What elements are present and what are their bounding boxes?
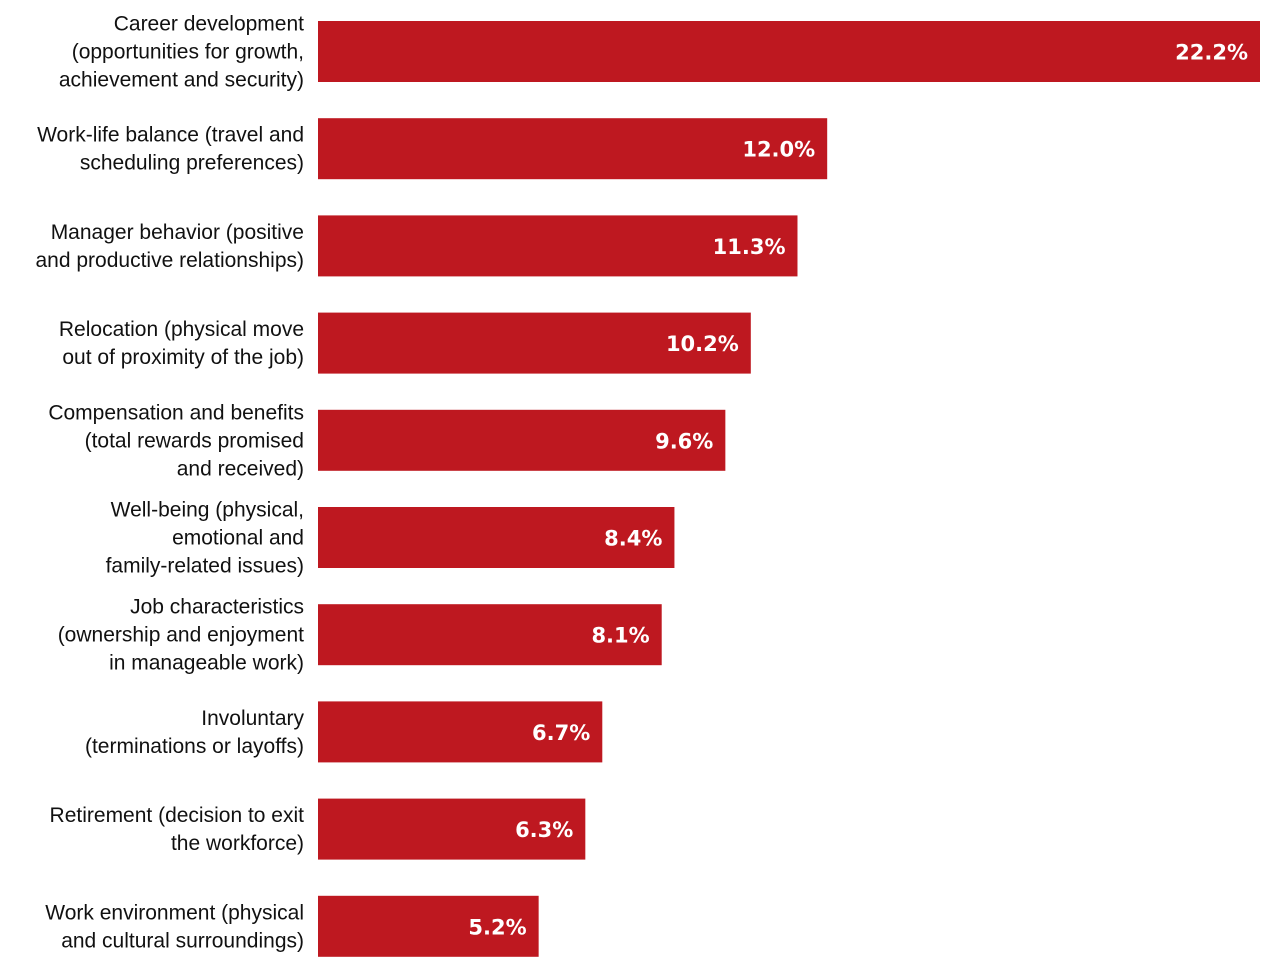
category-label-line: Retirement (decision to exit	[50, 804, 305, 827]
category-label-line: Relocation (physical move	[59, 318, 304, 341]
category-label-line: out of proximity of the job)	[62, 346, 304, 369]
bar	[318, 118, 828, 180]
category-label-line: (ownership and enjoyment	[58, 624, 304, 647]
bar-value-label: 11.3%	[713, 235, 786, 259]
category-label-line: (terminations or layoffs)	[85, 735, 304, 758]
bar	[318, 21, 1260, 82]
bar	[318, 312, 751, 374]
bar-value-label: 6.3%	[515, 818, 573, 842]
bar-value-label: 10.2%	[666, 332, 739, 356]
bar-value-label: 12.0%	[742, 138, 815, 162]
category-label-line: family-related issues)	[106, 555, 304, 578]
category-label-line: Compensation and benefits	[48, 401, 304, 424]
category-label-line: scheduling preferences)	[80, 152, 304, 175]
bar-value-label: 8.1%	[591, 624, 649, 648]
bar	[318, 701, 603, 763]
category-label-line: the workforce)	[171, 832, 304, 855]
category-labels-group: Career development (opportunities for gro…	[36, 13, 305, 953]
category-label: Involuntary (terminations or layoffs)	[85, 707, 305, 758]
category-label: Work environment (physical and cultural s…	[45, 901, 304, 952]
category-label: Well-being (physical, emotional and family…	[106, 499, 304, 578]
category-label-line: Involuntary	[201, 707, 304, 730]
category-label-line: Career development	[114, 13, 304, 36]
category-label-line: emotional and	[172, 527, 304, 550]
bar-value-label: 8.4%	[604, 527, 662, 551]
category-label-line: in manageable work)	[109, 652, 304, 675]
bar	[318, 604, 662, 666]
category-label: Relocation (physical move out of proximit…	[59, 318, 304, 369]
category-label-line: Job characteristics	[130, 596, 304, 619]
category-label-line: and cultural surroundings)	[61, 929, 304, 952]
category-label: Job characteristics (ownership and enjoym…	[58, 596, 304, 675]
category-label: Manager behavior (positive and productive…	[36, 221, 305, 272]
category-label: Retirement (decision to exit the workforc…	[50, 804, 305, 855]
bar	[318, 798, 586, 860]
bar	[318, 409, 726, 471]
category-label-line: Work environment (physical	[45, 901, 304, 924]
category-label-line: (opportunities for growth,	[72, 41, 304, 64]
bar-value-label: 22.2%	[1175, 41, 1248, 65]
category-label: Work-life balance (travel and scheduling …	[37, 124, 304, 175]
category-label-line: and productive relationships)	[36, 249, 305, 272]
category-label-line: Work-life balance (travel and	[37, 124, 304, 147]
bar-value-label: 5.2%	[468, 915, 526, 939]
category-label-line: and received)	[177, 457, 304, 480]
bar-value-label: 6.7%	[532, 721, 590, 745]
bar	[318, 507, 675, 568]
bar	[318, 215, 798, 277]
category-label: Compensation and benefits (total rewards …	[48, 401, 304, 480]
category-label-line: Manager behavior (positive	[51, 221, 304, 244]
category-label-line: achievement and security)	[59, 69, 304, 92]
bar-value-label: 9.6%	[655, 429, 713, 453]
category-label: Career development (opportunities for gro…	[59, 13, 304, 92]
bars-group: 22.2% 12.0% 11.3% 10.2% 9.6% 8.4% 8.1% 6.7% 6.3%…	[318, 21, 1260, 957]
bar	[318, 895, 539, 957]
category-label-line: Well-being (physical,	[111, 499, 304, 522]
category-label-line: (total rewards promised	[85, 429, 304, 452]
